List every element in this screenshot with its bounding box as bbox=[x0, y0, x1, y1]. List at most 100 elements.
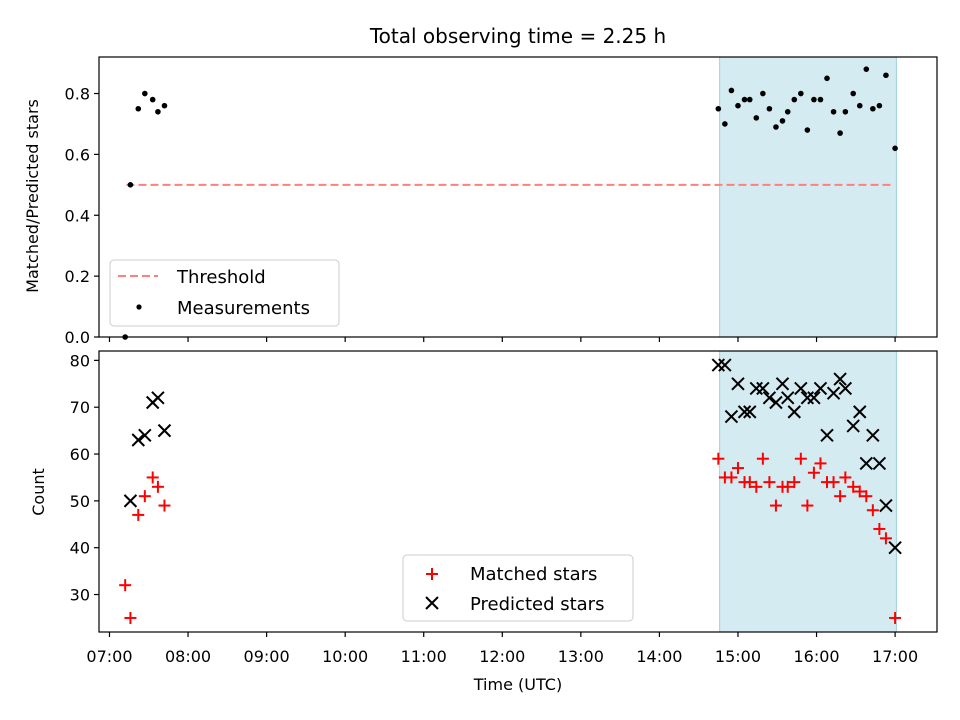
data-point bbox=[794, 381, 808, 396]
data-point bbox=[773, 124, 779, 130]
data-point bbox=[151, 391, 165, 405]
data-point bbox=[728, 87, 735, 94]
data-point bbox=[750, 480, 763, 493]
data-point bbox=[769, 499, 782, 512]
data-point bbox=[870, 105, 876, 112]
data-point bbox=[157, 423, 172, 438]
time-x-axis-label: Time (UTC) bbox=[473, 675, 562, 694]
count-y-tick-label: 40 bbox=[70, 539, 90, 558]
data-point bbox=[801, 499, 814, 512]
data-point bbox=[123, 494, 138, 508]
legend-matched-label: Matched stars bbox=[470, 564, 597, 585]
data-point bbox=[722, 121, 728, 127]
data-point bbox=[787, 405, 801, 419]
count-series-1 bbox=[123, 358, 902, 555]
ratio-y-tick-label: 0.8 bbox=[65, 85, 90, 104]
x-tick-label: 08:00 bbox=[165, 647, 211, 666]
data-point bbox=[127, 182, 134, 188]
data-point bbox=[794, 452, 807, 465]
data-point bbox=[807, 466, 820, 479]
data-point bbox=[846, 419, 860, 433]
legend-matched-swatch bbox=[426, 568, 438, 580]
data-point bbox=[711, 358, 726, 372]
data-point bbox=[749, 381, 764, 396]
data-point bbox=[142, 90, 148, 97]
data-point bbox=[813, 381, 828, 396]
ratio-y-axis-label: Matched/Predicted stars bbox=[23, 99, 42, 293]
x-tick-label: 11:00 bbox=[401, 647, 447, 666]
data-point bbox=[781, 480, 794, 493]
data-point bbox=[753, 115, 760, 121]
data-point bbox=[763, 476, 776, 489]
data-point bbox=[888, 540, 902, 555]
data-point bbox=[769, 395, 783, 410]
count-axes-frame bbox=[98, 350, 938, 633]
ratio-plot-area: 0.0 0.2 0.4 0.6 0.8 bbox=[65, 56, 938, 347]
x-tick-label: 07:00 bbox=[86, 647, 132, 666]
data-point bbox=[811, 96, 817, 103]
x-tick-label: 13:00 bbox=[558, 647, 604, 666]
data-point bbox=[151, 480, 164, 493]
data-point bbox=[856, 102, 863, 109]
data-point bbox=[735, 102, 741, 109]
x-tick-label: 12:00 bbox=[479, 647, 525, 666]
data-point bbox=[827, 476, 840, 489]
data-point bbox=[872, 456, 887, 471]
data-point bbox=[833, 372, 847, 386]
data-point bbox=[847, 480, 860, 493]
x-tick-label: 17:00 bbox=[872, 647, 918, 666]
data-point bbox=[712, 452, 725, 465]
data-point bbox=[800, 391, 815, 405]
ratio-legend: Threshold Measurements bbox=[109, 259, 340, 327]
count-y-tick-label: 70 bbox=[70, 398, 90, 417]
data-point bbox=[853, 485, 866, 498]
data-point bbox=[804, 127, 811, 133]
data-point bbox=[756, 381, 770, 396]
data-point bbox=[775, 377, 790, 391]
data-point bbox=[132, 508, 145, 521]
data-point bbox=[158, 499, 171, 512]
ratio-legend-frame bbox=[109, 259, 340, 327]
data-point bbox=[853, 405, 867, 419]
data-point bbox=[155, 108, 161, 115]
data-point bbox=[826, 386, 841, 400]
count-y-tick-label: 30 bbox=[70, 586, 90, 605]
data-point bbox=[138, 490, 151, 503]
data-point bbox=[838, 381, 853, 396]
data-point bbox=[883, 72, 889, 79]
legend-measurements-label: Measurements bbox=[177, 298, 310, 319]
data-point bbox=[798, 90, 804, 97]
ratio-y-tick-label: 0.2 bbox=[65, 267, 90, 286]
data-point bbox=[724, 409, 739, 424]
figure-title: Total observing time = 2.25 h bbox=[369, 24, 666, 48]
data-point bbox=[124, 611, 137, 624]
data-point bbox=[879, 498, 893, 513]
data-point bbox=[762, 391, 777, 405]
ratio-y-tick-label: 0.0 bbox=[65, 328, 90, 347]
data-point bbox=[834, 490, 847, 503]
legend-predicted-swatch bbox=[425, 596, 439, 610]
data-point bbox=[766, 105, 773, 112]
data-point bbox=[119, 579, 132, 592]
data-point bbox=[876, 102, 883, 109]
count-y-axis-label: Count bbox=[29, 468, 48, 516]
data-point bbox=[859, 456, 874, 471]
data-point bbox=[807, 391, 821, 405]
count-y-tick-label: 60 bbox=[70, 445, 90, 464]
x-tick-label: 15:00 bbox=[715, 647, 761, 666]
count-plot-area: 30 40 50 60 70 80 07:00 08:00 09:00 10:00 11:00 12:… bbox=[70, 350, 938, 666]
data-point bbox=[725, 471, 738, 484]
x-tick-label: 09:00 bbox=[244, 647, 290, 666]
data-point bbox=[731, 462, 744, 475]
data-point bbox=[866, 504, 879, 517]
count-y-tick-label: 50 bbox=[70, 492, 90, 511]
x-tick-label: 14:00 bbox=[636, 647, 682, 666]
ratio-axes-frame bbox=[98, 56, 938, 338]
count-series-0 bbox=[119, 452, 902, 624]
data-point bbox=[817, 96, 824, 103]
count-legend: Matched stars Predicted stars bbox=[402, 554, 634, 622]
data-point bbox=[850, 90, 856, 97]
data-point bbox=[746, 96, 753, 103]
data-point bbox=[146, 471, 159, 484]
